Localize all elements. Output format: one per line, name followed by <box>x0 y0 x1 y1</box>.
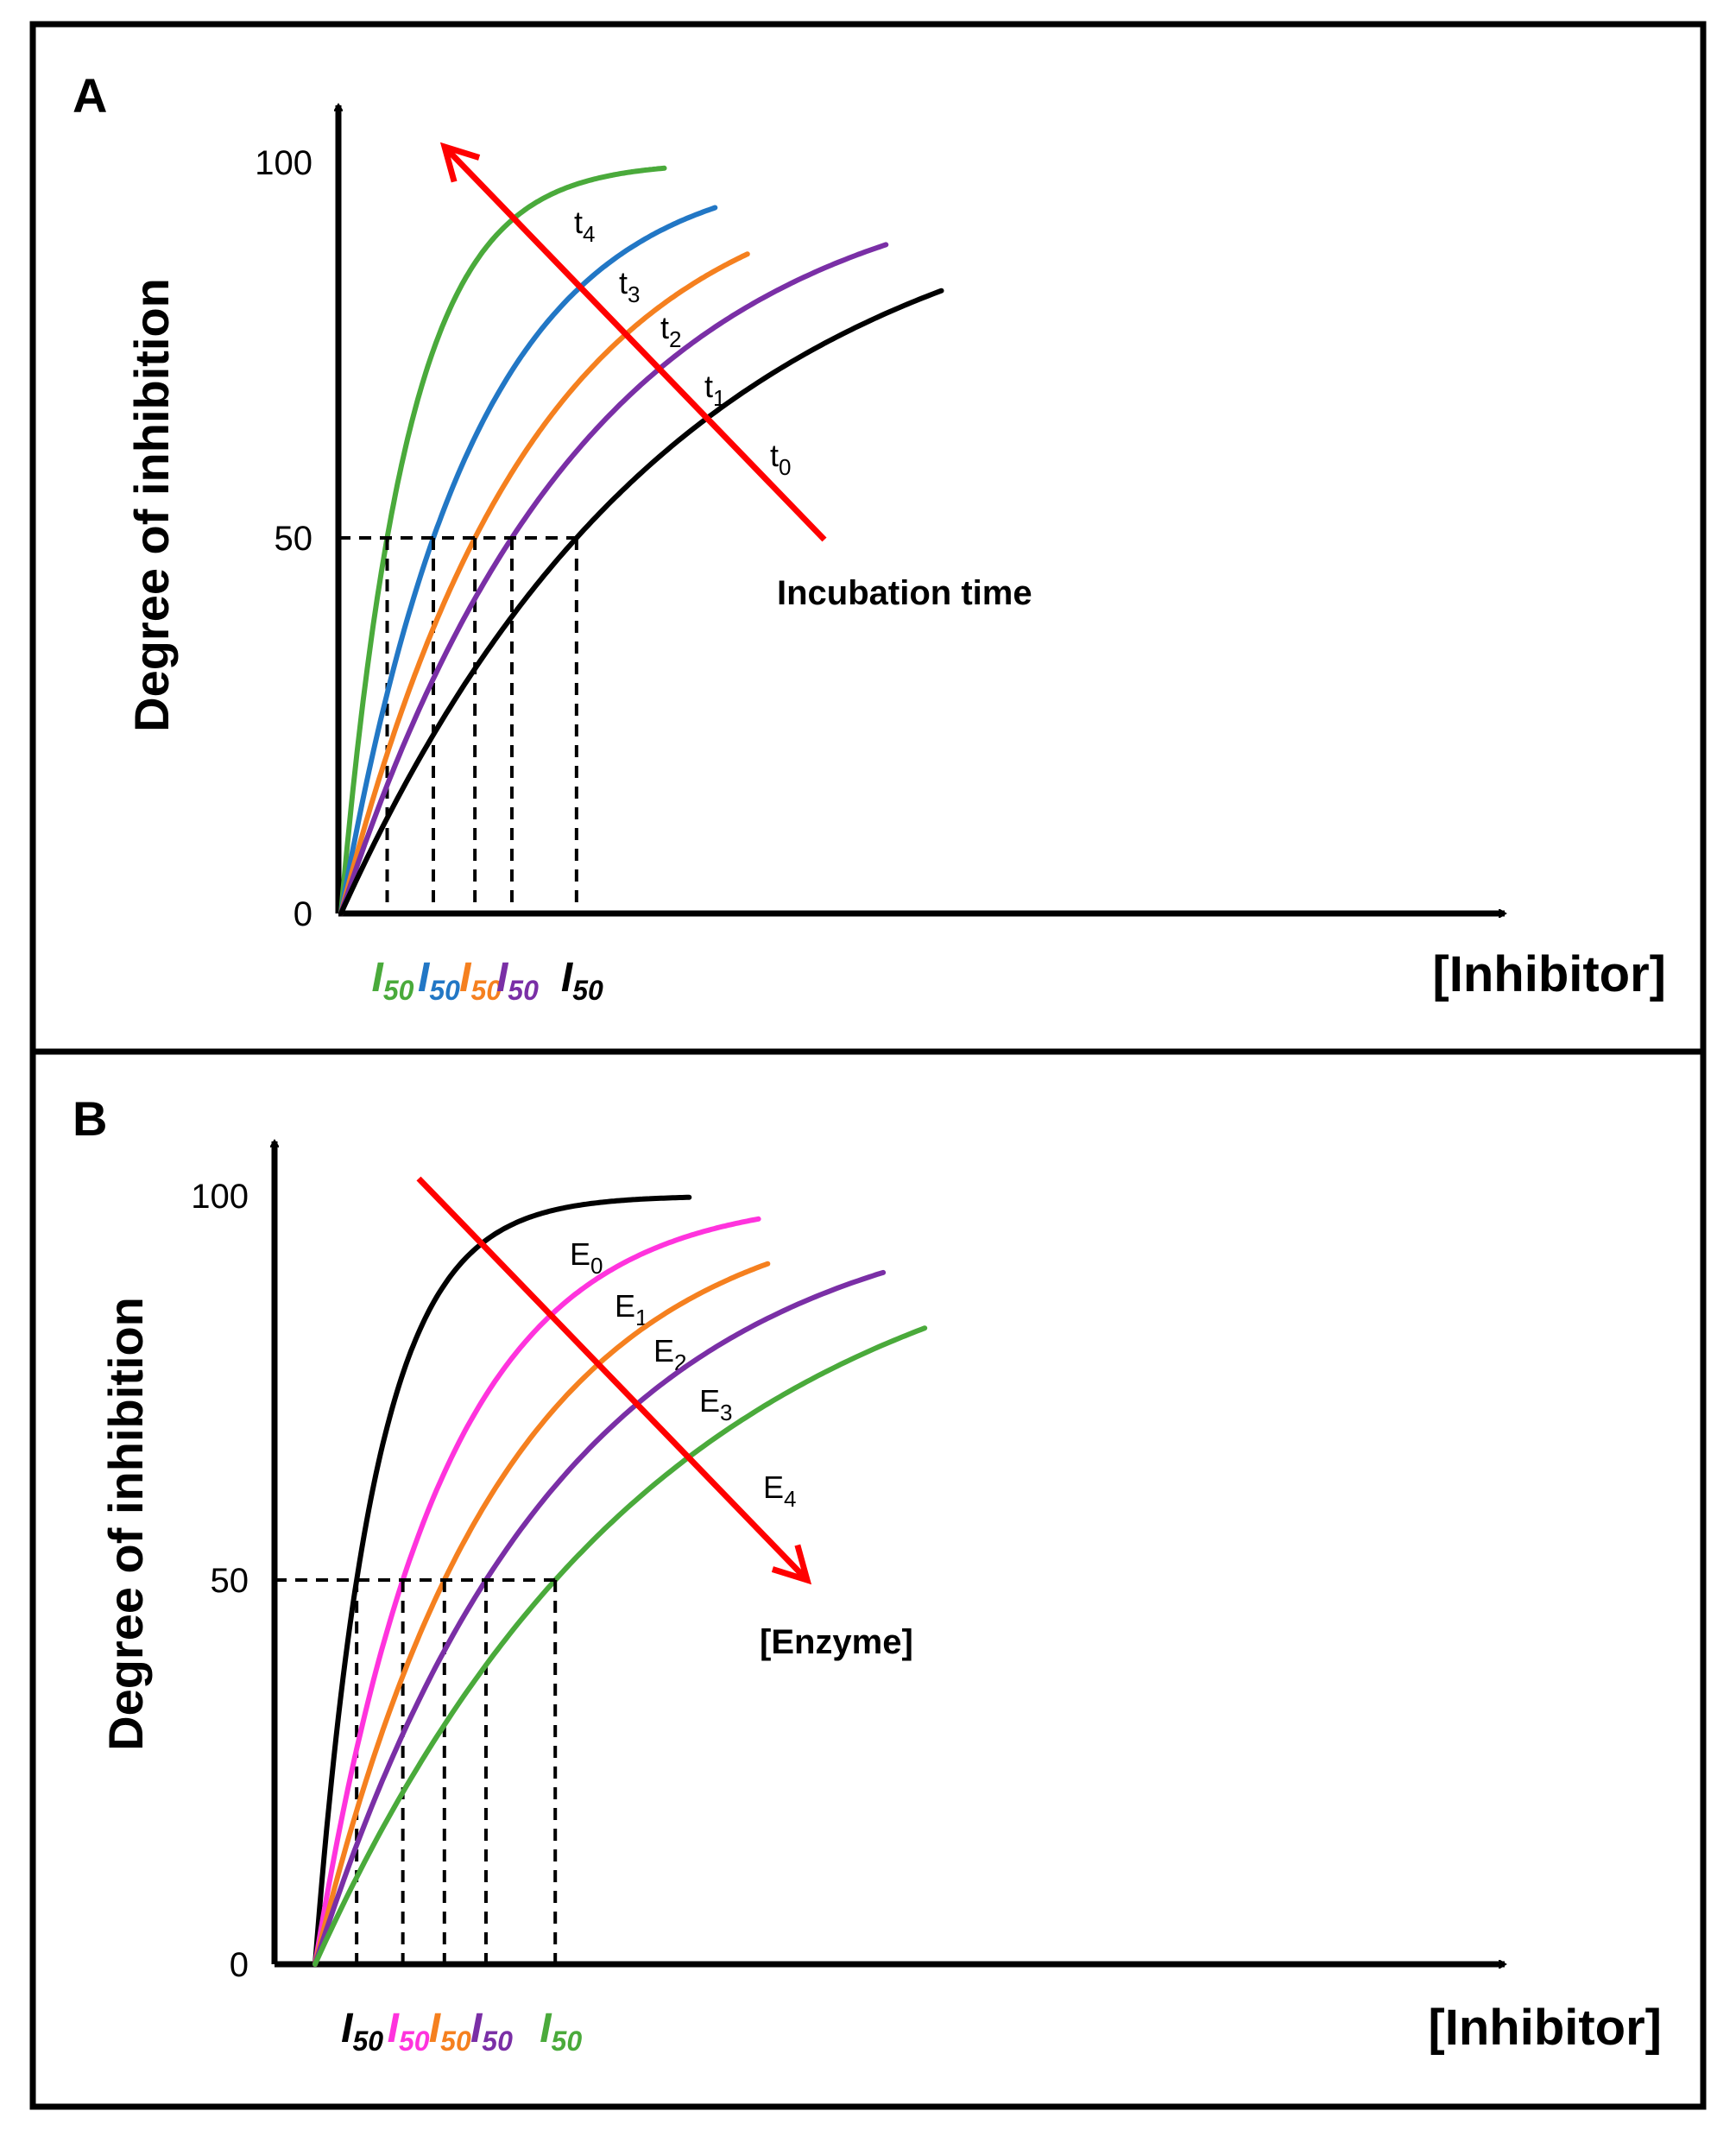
y-tick-label: 50 <box>211 1562 249 1600</box>
series-line-t0 <box>338 288 944 916</box>
trend-arrow-head <box>439 142 481 183</box>
series-line-E1 <box>312 1216 761 1967</box>
series-line-t2 <box>338 251 750 916</box>
panel-b-frame <box>29 1048 1707 2110</box>
panel-b-chart: 0 50 100 Degree of inhibition [Inhibitor] E0 I… <box>98 1141 1662 2057</box>
trend-arrow-label: Incubation time <box>777 574 1032 612</box>
trend-arrow-head <box>771 1544 812 1585</box>
panel-a-letter: A <box>73 68 107 123</box>
panel-a-chart: 0 50 100 Degree of inhibition [Inhibitor] t4 I… <box>124 105 1666 1006</box>
y-tick-label: 0 <box>294 895 312 933</box>
i50-label-t1: I50 <box>496 955 539 1006</box>
i50-label-t3: I50 <box>418 955 460 1006</box>
i50-label-E4: I50 <box>540 2006 582 2057</box>
series-line-E3 <box>312 1269 887 1967</box>
series-line-E4 <box>312 1325 928 1967</box>
series-label-E3: E3 <box>699 1383 732 1425</box>
series-line-t1 <box>338 242 889 916</box>
x-axis-title: [Inhibitor] <box>1432 946 1666 1002</box>
i50-label-E3: I50 <box>470 2006 513 2057</box>
y-tick-label: 100 <box>255 144 312 182</box>
i50-label-E0: I50 <box>341 2006 383 2057</box>
series-label-t0: t0 <box>770 438 791 480</box>
y-tick-label: 0 <box>230 1946 249 1984</box>
y-axis-title: Degree of inhibition <box>124 278 179 732</box>
i50-label-t0: I50 <box>561 955 603 1006</box>
series-label-E4: E4 <box>763 1470 796 1512</box>
trend-arrow-label: [Enzyme] <box>760 1623 913 1661</box>
i50-label-t2: I50 <box>459 955 502 1006</box>
y-tick-label: 50 <box>275 520 313 558</box>
series-label-E1: E1 <box>615 1288 647 1330</box>
y-tick-label: 100 <box>191 1178 249 1216</box>
series-label-t3: t3 <box>619 265 640 307</box>
series-line-E0 <box>312 1194 692 1967</box>
i50-label-t4: I50 <box>372 955 414 1006</box>
trend-arrow <box>442 144 827 542</box>
trend-arrow <box>416 1176 810 1583</box>
series-line-t3 <box>338 205 718 916</box>
series-line-t4 <box>338 165 667 916</box>
series-label-E0: E0 <box>570 1236 603 1279</box>
y-axis-title: Degree of inhibition <box>98 1297 153 1751</box>
series-label-t2: t2 <box>660 310 681 352</box>
x-axis-title: [Inhibitor] <box>1428 2000 1662 2056</box>
series-line-E2 <box>312 1261 771 1967</box>
i50-label-E1: I50 <box>388 2006 430 2057</box>
panel-b-letter: B <box>73 1091 107 1146</box>
i50-label-E2: I50 <box>429 2006 471 2057</box>
series-label-t4: t4 <box>574 205 595 247</box>
